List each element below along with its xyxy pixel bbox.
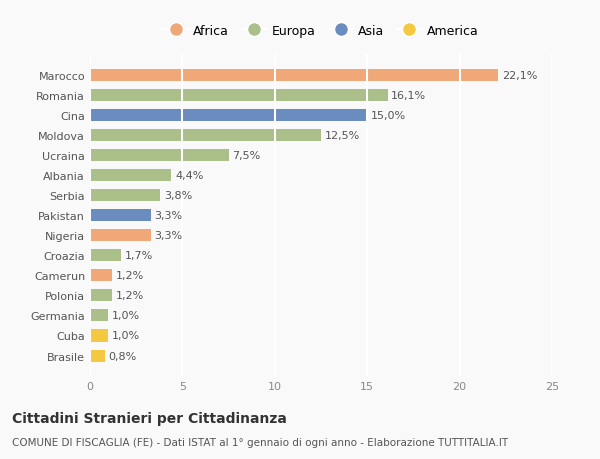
Bar	[90, 270, 112, 282]
Text: 15,0%: 15,0%	[371, 111, 406, 121]
Text: Cittadini Stranieri per Cittadinanza: Cittadini Stranieri per Cittadinanza	[12, 411, 287, 425]
Text: 3,8%: 3,8%	[164, 191, 192, 201]
Text: 22,1%: 22,1%	[502, 71, 538, 81]
Bar	[90, 90, 388, 102]
Text: 1,7%: 1,7%	[125, 251, 154, 261]
Bar	[90, 170, 172, 182]
Text: 1,0%: 1,0%	[112, 331, 140, 341]
Bar	[90, 350, 105, 362]
Bar	[90, 330, 109, 342]
Text: 3,3%: 3,3%	[155, 231, 183, 241]
Bar	[90, 230, 151, 242]
Text: 0,8%: 0,8%	[109, 351, 137, 361]
Text: 1,2%: 1,2%	[116, 291, 144, 301]
Bar	[90, 310, 109, 322]
Legend: Africa, Europa, Asia, America: Africa, Europa, Asia, America	[158, 20, 484, 43]
Bar	[90, 250, 121, 262]
Bar	[90, 70, 499, 82]
Bar	[90, 290, 112, 302]
Text: 16,1%: 16,1%	[391, 91, 427, 101]
Bar	[90, 190, 160, 202]
Text: 4,4%: 4,4%	[175, 171, 203, 181]
Text: 1,2%: 1,2%	[116, 271, 144, 281]
Bar	[90, 130, 321, 142]
Text: 3,3%: 3,3%	[155, 211, 183, 221]
Text: COMUNE DI FISCAGLIA (FE) - Dati ISTAT al 1° gennaio di ogni anno - Elaborazione : COMUNE DI FISCAGLIA (FE) - Dati ISTAT al…	[12, 437, 508, 447]
Bar	[90, 210, 151, 222]
Text: 12,5%: 12,5%	[325, 131, 360, 141]
Bar	[90, 150, 229, 162]
Bar	[90, 110, 367, 122]
Text: 7,5%: 7,5%	[232, 151, 260, 161]
Text: 1,0%: 1,0%	[112, 311, 140, 321]
